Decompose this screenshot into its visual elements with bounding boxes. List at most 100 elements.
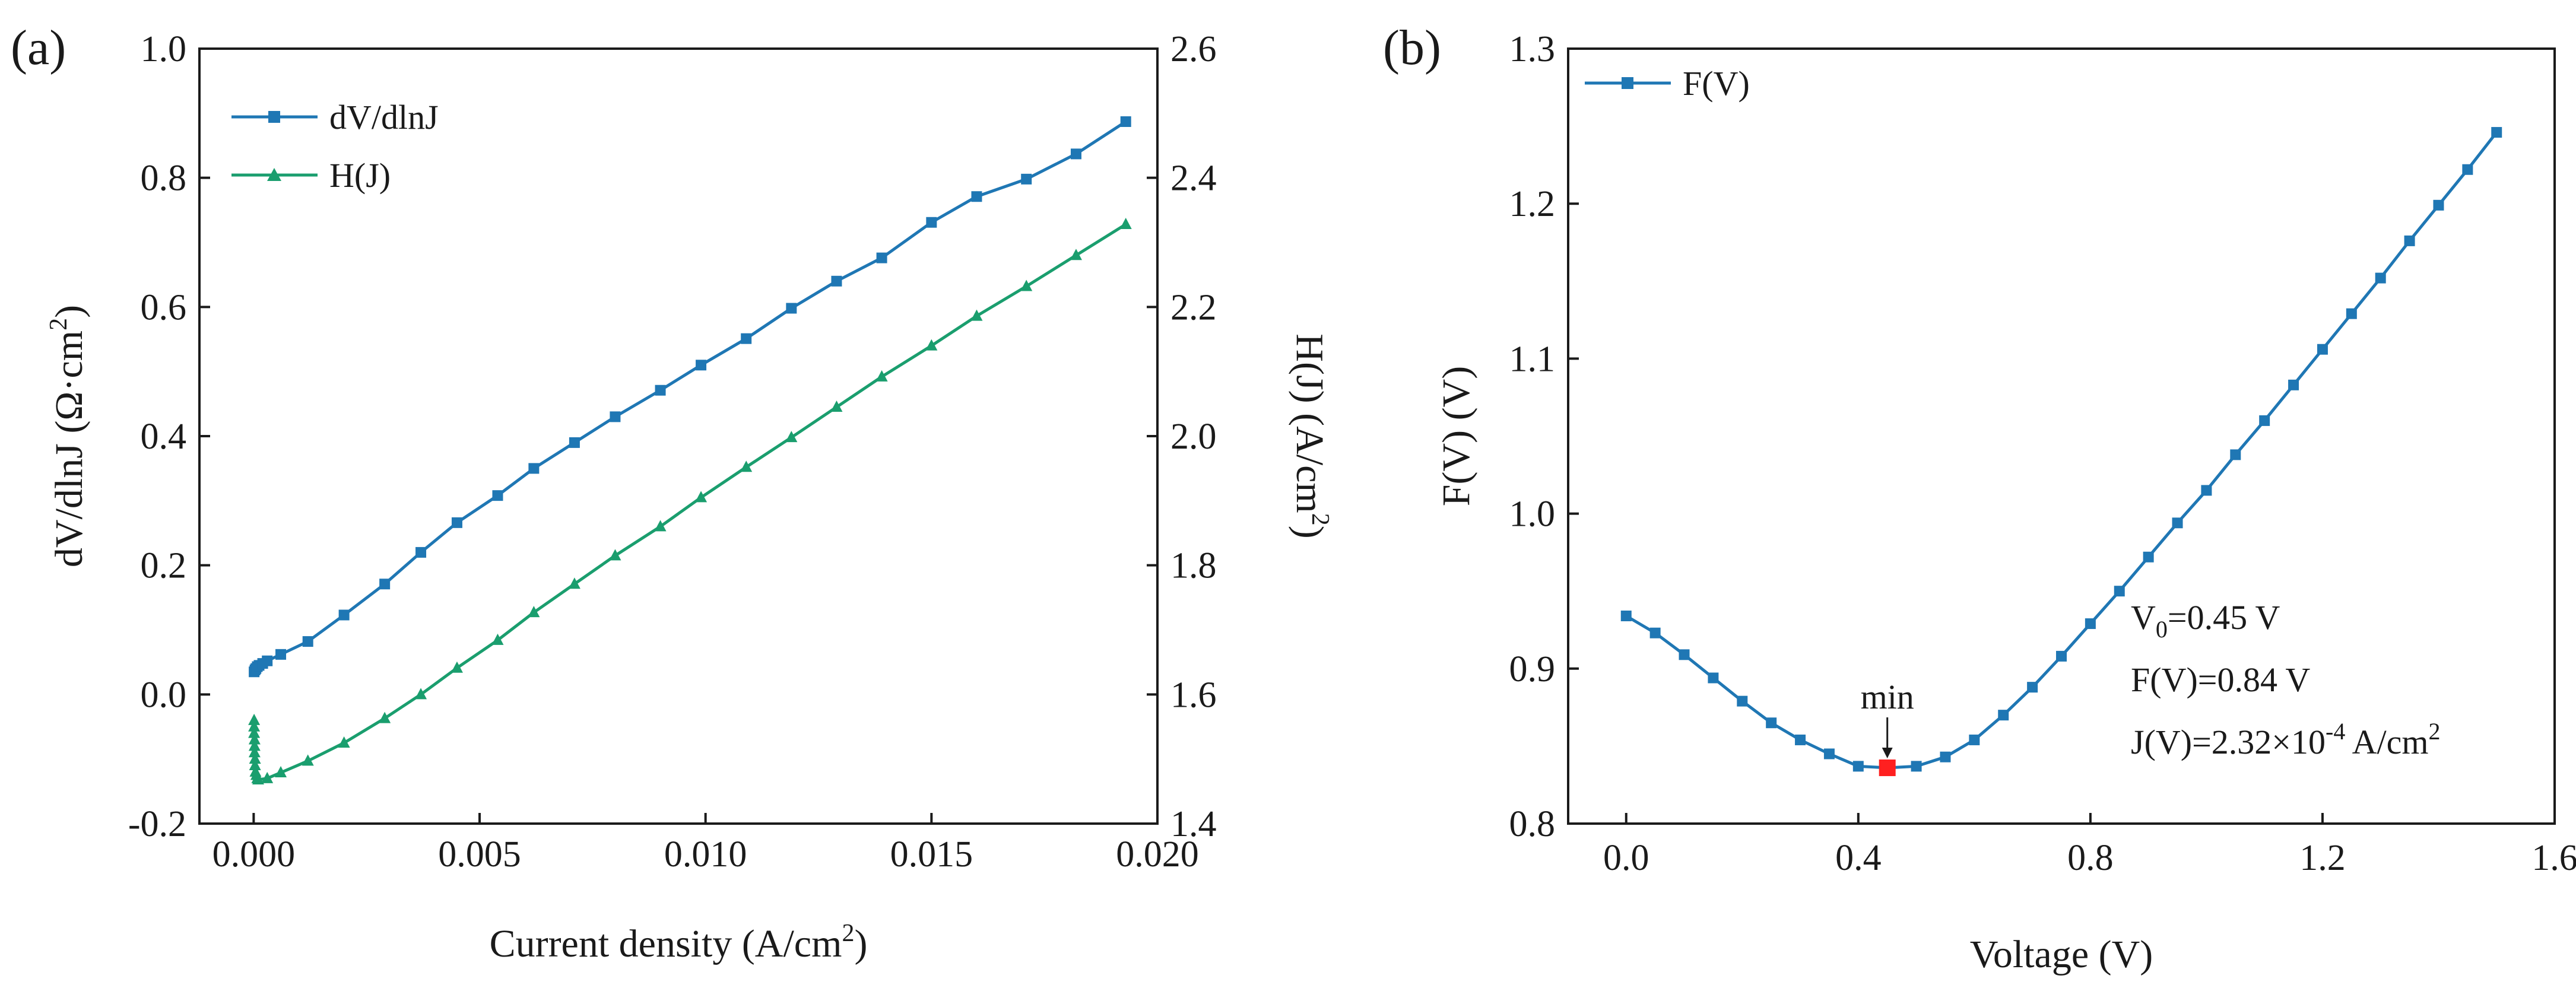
panel-a-left-y-tick-label: 0.2 (141, 546, 187, 586)
panel-a-x-tick-label: 0.005 (438, 834, 521, 875)
data-point-hj (609, 549, 621, 561)
panel-b-y-tick-label: 0.9 (1509, 649, 1556, 690)
data-point-hj (248, 720, 261, 732)
data-point-hj (248, 746, 261, 758)
panel-a-left-y-tick-label: 0.0 (141, 675, 187, 715)
data-point-dvdlnj (528, 463, 540, 474)
data-point-hj (785, 431, 798, 443)
panel-a-series (248, 116, 1132, 784)
panel-b-x-axis-title: Voltage (V) (1970, 933, 2153, 976)
data-point-hj (249, 759, 261, 771)
panel-a-x-tick-label: 0.000 (212, 834, 296, 875)
data-point-hj (1119, 218, 1132, 230)
data-point-dvdlnj (302, 636, 313, 647)
data-point-dvdlnj (379, 579, 391, 590)
data-point-fv (2375, 272, 2386, 284)
annotation-jv: J(V)=2.32×10-4 A/cm2 (2131, 718, 2441, 761)
data-point-hj (379, 711, 391, 723)
data-point-fv (2230, 449, 2241, 460)
data-point-dvdlnj (415, 546, 427, 558)
data-point-fv (2404, 235, 2415, 246)
panel-a-x-tick-label: 0.020 (1116, 834, 1199, 875)
data-point-hj (252, 773, 264, 784)
data-point-fv (2259, 415, 2270, 426)
panel-a-right-y-tick-label: 2.0 (1170, 417, 1217, 457)
panel-b-y-axis-title: F(V) (V) (1435, 366, 1478, 506)
series-line-fv (1625, 131, 2498, 770)
data-point-hj (875, 370, 888, 382)
legend-marker-dvdlnj (268, 111, 280, 123)
panel-b-legend: F(V) (1585, 64, 1750, 103)
legend-label-fv: F(V) (1683, 64, 1750, 103)
data-point-fv (2201, 485, 2212, 496)
data-point-dvdlnj (655, 385, 666, 396)
data-point-dvdlnj (275, 649, 287, 660)
panel-a-label: (a) (11, 20, 66, 75)
panel-b-x-tick-label: 0.8 (2067, 838, 2114, 878)
panel-a-legend: dV/dlnJ H(J) (231, 98, 439, 195)
panel-a-right-y-tick-label: 2.6 (1170, 29, 1217, 69)
data-point-hj (249, 752, 261, 764)
data-point-dvdlnj (492, 490, 503, 501)
data-point-fv (2346, 308, 2357, 319)
data-point-dvdlnj (1021, 173, 1032, 185)
data-point-fv (1795, 734, 1806, 745)
data-point-hj (261, 771, 274, 783)
panel-b: (b) 0.0 0.4 0.8 1.2 1.6 0.8 0.9 1.0 1.1 1.2 1.3 mi… (1383, 20, 2576, 976)
data-point-fv (2288, 379, 2299, 390)
data-point-fv (2172, 517, 2183, 529)
panel-a-right-y-tick-label: 1.4 (1170, 804, 1217, 844)
data-point-fv (1998, 710, 2009, 721)
panel-a: (a) 0.000 0.005 0.010 0.015 0.020 -0.2 0.0 0.2 0… (11, 20, 1334, 965)
panel-b-min-marker: min (1861, 678, 1914, 776)
data-point-hj (491, 633, 504, 645)
data-point-dvdlnj (262, 655, 273, 666)
data-point-hj (338, 736, 350, 748)
panel-a-x-tick-label: 0.010 (664, 834, 747, 875)
data-point-fv (2143, 551, 2154, 563)
data-point-fv (2317, 344, 2328, 355)
panel-a-x-tick-label: 0.015 (890, 834, 973, 875)
data-point-hj (248, 726, 261, 738)
data-point-hj (568, 577, 580, 589)
legend-marker-fv (1622, 77, 1633, 89)
panel-b-y-tick-label: 1.1 (1509, 339, 1556, 379)
data-point-hj (654, 520, 667, 532)
panel-a-ticks: 0.000 0.005 0.010 0.015 0.020 -0.2 0.0 0.2 0.4 0.… (128, 29, 1217, 875)
panel-a-left-y-tick-label: -0.2 (128, 804, 186, 844)
panel-b-x-tick-label: 0.0 (1603, 838, 1649, 878)
panel-a-x-axis-title: Current density (A/cm2) (490, 920, 868, 965)
data-point-hj (248, 739, 261, 751)
data-point-hj (1070, 249, 1082, 260)
data-point-fv (1911, 761, 1922, 772)
data-point-dvdlnj (610, 411, 621, 422)
data-point-hj (528, 606, 540, 618)
panel-b-label: (b) (1383, 20, 1441, 75)
data-point-dvdlnj (971, 191, 982, 202)
panel-b-x-tick-label: 1.6 (2531, 838, 2576, 878)
panel-a-left-y-tick-label: 1.0 (141, 29, 187, 69)
panel-b-x-tick-label: 1.2 (2299, 838, 2346, 878)
panel-a-right-axis-title: H(J) (A/cm2) (1288, 333, 1334, 538)
data-point-hj (740, 460, 753, 472)
data-point-dvdlnj (451, 517, 462, 528)
legend-marker-hj (267, 168, 281, 181)
panel-b-x-tick-label: 0.4 (1835, 838, 1882, 878)
data-point-dvdlnj (338, 609, 350, 621)
data-point-fv (2491, 127, 2502, 138)
data-point-hj (1020, 279, 1033, 291)
data-point-hj (695, 491, 708, 503)
data-point-hj (275, 766, 287, 778)
data-point-dvdlnj (569, 437, 580, 448)
series-line-hj (252, 223, 1127, 781)
data-point-dvdlnj (831, 275, 842, 287)
data-point-fv (2027, 682, 2038, 693)
panel-a-right-y-tick-label: 2.4 (1170, 158, 1217, 199)
panel-a-left-y-tick-label: 0.6 (141, 287, 187, 328)
panel-b-y-tick-label: 1.2 (1509, 184, 1556, 224)
data-point-fv (2462, 164, 2473, 175)
annotation-fv: F(V)=0.84 V (2131, 660, 2310, 699)
data-point-fv (1708, 672, 1719, 684)
data-point-hj (925, 339, 938, 351)
